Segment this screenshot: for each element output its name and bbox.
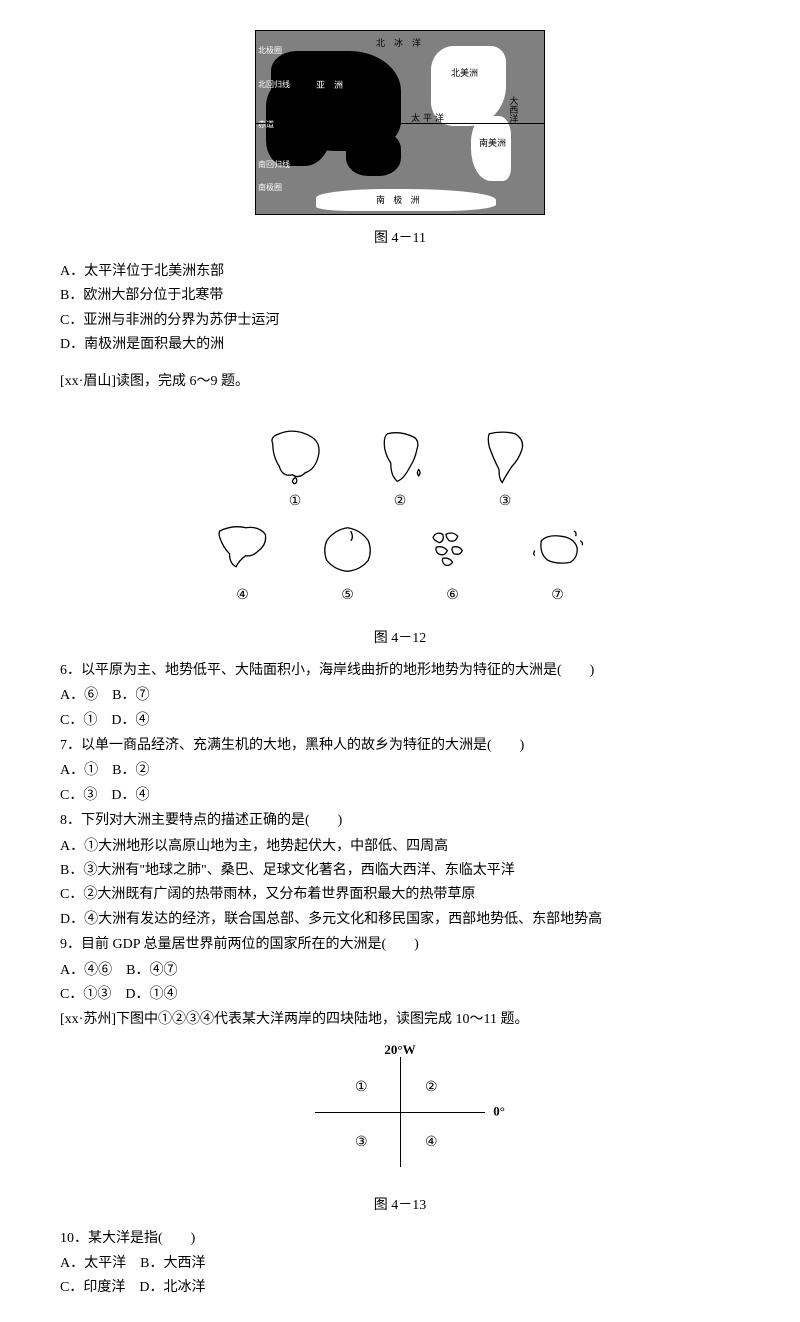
q8-opts-c: C．②大洲既有广阔的热带雨林，又分布着世界面积最大的热带草原 (60, 884, 740, 906)
q6-opts-a: A．⑥ B．⑦ (60, 685, 740, 707)
q5-option-d: D．南极洲是面积最大的洲 (60, 334, 740, 356)
south-america-label: 南美洲 (479, 136, 506, 150)
q5-option-c: C．亚洲与非洲的分界为苏伊士运河 (60, 310, 740, 332)
quadrant-4: ④ (425, 1132, 438, 1154)
shape-2-label: ② (394, 491, 407, 513)
q6-opts-c: C．① D．④ (60, 710, 740, 732)
figure-4-11-caption: 图 4－11 (60, 228, 740, 250)
equator-label: 赤道 (258, 119, 274, 132)
figure-4-12-caption: 图 4－12 (60, 628, 740, 650)
quadrant-1: ① (355, 1077, 368, 1099)
quadrant-2: ② (425, 1077, 438, 1099)
figure-4-12-container: ① ② ③ ④ ⑤ ⑥ (60, 409, 740, 650)
q10-opts-c: C．印度洋 D．北冰洋 (60, 1277, 740, 1299)
tropic-cancer-label: 北回归线 (258, 79, 290, 92)
q7-opts-a: A．① B．② (60, 760, 740, 782)
q10-text: 10．某大洋是指( ) (60, 1228, 740, 1250)
continent-shape-4: ④ (205, 518, 280, 607)
continent-shape-1: ① (258, 424, 333, 513)
coordinate-diagram: 20°W 0° ① ② ③ ④ (290, 1042, 510, 1182)
continent-shape-2: ② (363, 424, 438, 513)
q9-opts-a: A．④⑥ B．④⑦ (60, 960, 740, 982)
q5-option-a: A．太平洋位于北美洲东部 (60, 261, 740, 283)
section-6-9-intro: [xx·眉山]读图，完成 6～9 题。 (60, 371, 740, 393)
tropic-capricorn-label: 南回归线 (258, 159, 290, 172)
antarctic-circle-label: 南极圈 (258, 182, 282, 195)
q10-opts-a: A．太平洋 B．大西洋 (60, 1253, 740, 1275)
quadrant-3: ③ (355, 1132, 368, 1154)
shape-7-label: ⑦ (551, 585, 564, 607)
continent-shape-7: ⑦ (520, 518, 595, 607)
figure-4-13-container: 20°W 0° ① ② ③ ④ 图 4－13 (60, 1042, 740, 1218)
oceania-label: 大洋洲 (366, 154, 393, 168)
q8-opts-d: D．④大洲有发达的经济，联合国总部、多元文化和移民国家，西部地势低、东部地势高 (60, 909, 740, 931)
continent-shape-6: ⑥ (415, 518, 490, 607)
q8-opts-b: B．③大洲有"地球之肺"、桑巴、足球文化著名，西临大西洋、东临太平洋 (60, 860, 740, 882)
continent-shape-3: ③ (468, 424, 543, 513)
q7-text: 7．以单一商品经济、充满生机的大地，黑种人的故乡为特征的大洲是( ) (60, 735, 740, 757)
shape-4-label: ④ (236, 585, 249, 607)
arctic-ocean-label: 北 冰 洋 (376, 36, 421, 50)
q8-text: 8．下列对大洲主要特点的描述正确的是( ) (60, 810, 740, 832)
arctic-circle-label: 北极圈 (258, 45, 282, 58)
continent-shape-5: ⑤ (310, 518, 385, 607)
q5-option-b: B．欧洲大部分位于北寒带 (60, 285, 740, 307)
q9-opts-c: C．①③ D．①④ (60, 984, 740, 1006)
asia-label: 亚 洲 (316, 78, 343, 92)
shape-1-label: ① (289, 491, 302, 513)
figure-4-13-caption: 图 4－13 (60, 1195, 740, 1217)
world-map-image: 北 冰 洋 亚 洲 北美洲 南美洲 大西洋 太平洋 印度洋 大洋洲 南 极 洲 … (255, 30, 545, 215)
q7-opts-c: C．③ D．④ (60, 785, 740, 807)
q6-text: 6．以平原为主、地势低平、大陆面积小，海岸线曲折的地形地势为特征的大洲是( ) (60, 660, 740, 682)
shape-6-label: ⑥ (446, 585, 459, 607)
antarctica-label: 南 极 洲 (376, 193, 423, 207)
q9-text: 9．目前 GDP 总量居世界前两位的国家所在的大洲是( ) (60, 934, 740, 956)
shape-3-label: ③ (499, 491, 512, 513)
indian-label: 印度洋 (316, 136, 352, 150)
right-axis-label: 0° (493, 1101, 505, 1122)
section-10-11-intro: [xx·苏州]下图中①②③④代表某大洋两岸的四块陆地，读图完成 10～11 题。 (60, 1009, 740, 1031)
atlantic-label: 大西洋 (506, 96, 520, 123)
top-axis-label: 20°W (384, 1040, 415, 1061)
north-america-label: 北美洲 (451, 66, 478, 80)
figure-4-11-container: 北 冰 洋 亚 洲 北美洲 南美洲 大西洋 太平洋 印度洋 大洋洲 南 极 洲 … (60, 30, 740, 251)
q8-opts-a: A．①大洲地形以高原山地为主，地势起伏大，中部低、四周高 (60, 836, 740, 858)
shape-5-label: ⑤ (341, 585, 354, 607)
